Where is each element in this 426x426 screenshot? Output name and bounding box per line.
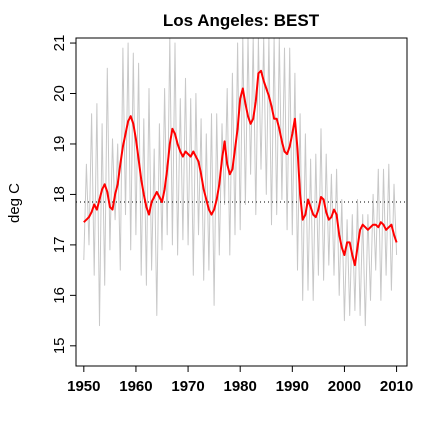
x-tick-label: 1950 — [67, 378, 100, 395]
x-tick-label: 1990 — [276, 378, 309, 395]
x-tick-label: 1970 — [171, 378, 204, 395]
x-tick-label: 1980 — [224, 378, 257, 395]
x-axis: 1950 1960 1970 1980 1990 2000 2010 — [67, 366, 413, 395]
y-axis: 15 16 17 18 19 20 21 — [51, 35, 76, 354]
smoothed-line — [83, 69, 398, 267]
y-axis-label: deg C — [6, 183, 23, 223]
x-tick-label: 2010 — [380, 378, 413, 395]
y-tick-label: 20 — [51, 85, 68, 102]
monthly-line — [83, 37, 398, 327]
x-tick-label: 1960 — [119, 378, 152, 395]
smoothed-series — [83, 69, 398, 267]
x-tick-label: 2000 — [328, 378, 361, 395]
chart-title: Los Angeles: BEST — [163, 11, 320, 30]
y-tick-label: 21 — [51, 35, 68, 52]
y-tick-label: 15 — [51, 337, 68, 354]
y-tick-label: 19 — [51, 136, 68, 153]
plot-frame — [75, 37, 408, 367]
monthly-series — [83, 37, 398, 327]
y-tick-label: 17 — [51, 237, 68, 254]
y-tick-label: 18 — [51, 186, 68, 203]
y-tick-label: 16 — [51, 287, 68, 304]
